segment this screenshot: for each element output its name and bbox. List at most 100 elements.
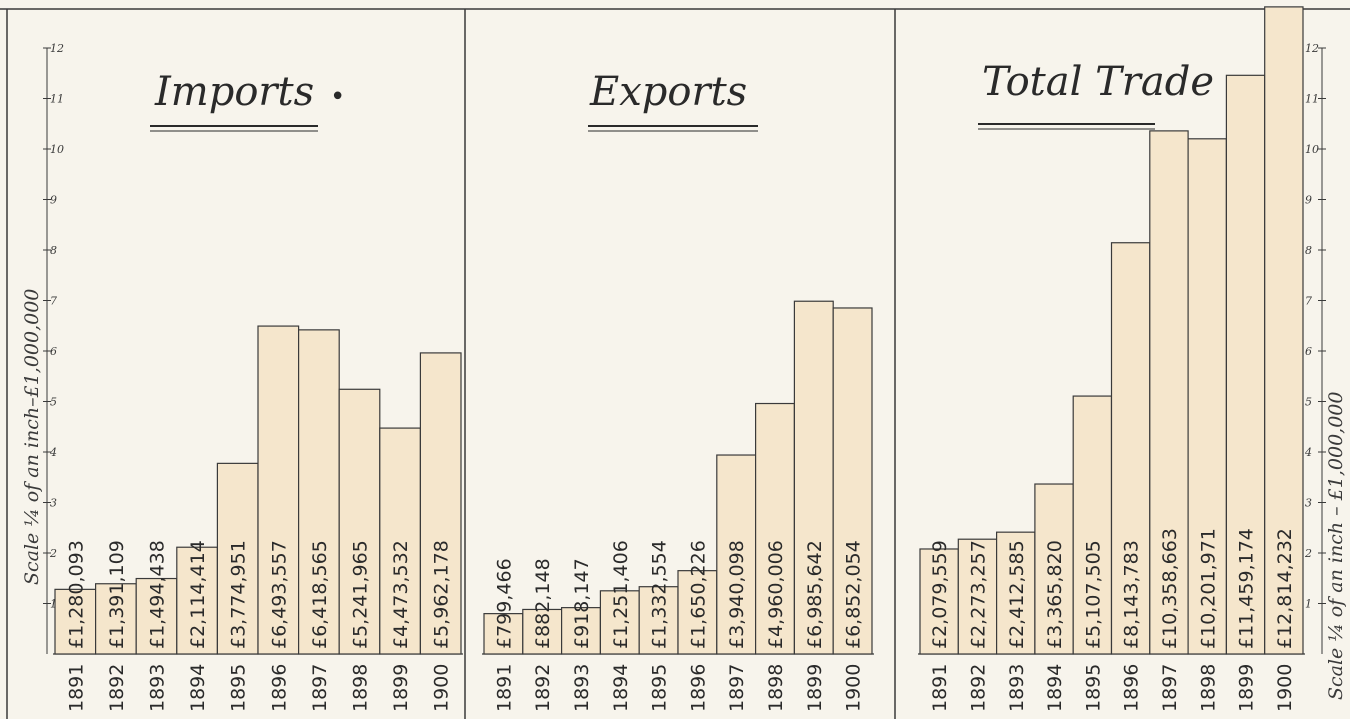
imports-y-tick-label-7: 7	[50, 295, 57, 308]
exports-year-label-1899: 1899	[804, 664, 826, 712]
imports-year-label-1892: 1892	[106, 664, 128, 712]
imports-y-tick-label-9: 9	[50, 194, 57, 207]
imports-bar-1895	[216, 462, 259, 655]
imports-y-tick-label-2: 2	[49, 547, 57, 560]
imports-year-label-1897: 1897	[309, 664, 331, 712]
total-trade-y-tick-label-1: 1	[1305, 598, 1312, 611]
exports-value-label-1897: £3,940,098	[726, 540, 748, 649]
total-trade-y-tick-label-9: 9	[1305, 194, 1312, 207]
exports-bar-1898	[754, 402, 795, 655]
exports-value-label-1896: £1,650,226	[687, 540, 709, 649]
total-trade-value-label-1891: £2,079,559	[929, 540, 951, 649]
total-trade-year-label-1893: 1893	[1006, 664, 1028, 712]
total-trade-y-tick-label-10: 10	[1305, 143, 1319, 156]
imports-bar-1898	[338, 388, 381, 655]
total-trade-y-tick-label-11: 11	[1305, 93, 1319, 106]
exports-bar-1896	[677, 570, 718, 655]
total-trade-bar-1891	[919, 548, 959, 655]
exports-title: Exports	[589, 69, 747, 115]
total-trade-year-label-1897: 1897	[1159, 664, 1181, 712]
total-trade-value-label-1899: £11,459,174	[1236, 528, 1258, 649]
imports-chart: £1,280,093 1891 £1,391,109 1892 £1,494,438 18…	[53, 325, 463, 712]
imports-year-label-1891: 1891	[65, 664, 87, 712]
imports-y-tick-label-8: 8	[50, 244, 57, 257]
exports-bar-1897	[716, 454, 757, 655]
imports-title-group: Imports •	[150, 69, 345, 132]
total-trade-y-tick-label-12: 12	[1305, 42, 1319, 55]
imports-y-tick-label-5: 5	[50, 396, 57, 409]
total-trade-y-tick-label-4: 4	[1304, 446, 1312, 459]
imports-year-label-1898: 1898	[350, 664, 372, 712]
exports-value-label-1899: £6,985,642	[804, 540, 826, 649]
total-trade-bar-1894	[1034, 483, 1074, 655]
exports-bar-1891	[483, 613, 524, 655]
total-trade-value-label-1895: £5,107,505	[1082, 540, 1104, 649]
total-trade-bar-1899	[1225, 74, 1266, 655]
total-trade-value-label-1894: £3,365,820	[1044, 540, 1066, 649]
imports-bar-1894	[176, 546, 219, 655]
total-trade-title: Total Trade	[982, 59, 1214, 105]
exports-year-label-1893: 1893	[571, 664, 593, 712]
imports-value-label-1893: £1,494,438	[147, 540, 169, 649]
exports-bar-1895	[638, 586, 679, 655]
total-trade-value-label-1897: £10,358,663	[1159, 528, 1181, 649]
imports-y-tick-label-3: 3	[50, 497, 57, 510]
total-trade-value-label-1893: £2,412,585	[1006, 540, 1028, 649]
imports-year-label-1894: 1894	[187, 664, 209, 712]
imports-bar-1897	[298, 329, 340, 655]
exports-value-label-1892: £882,148	[532, 558, 554, 649]
exports-year-label-1900: 1900	[843, 664, 865, 712]
imports-title-dot: •	[330, 82, 345, 112]
imports-bar-1900	[419, 352, 462, 655]
imports-value-label-1895: £3,774,951	[228, 540, 250, 649]
total-trade-bar-1900	[1264, 6, 1304, 655]
total-trade-year-label-1892: 1892	[967, 664, 989, 712]
imports-year-label-1896: 1896	[268, 664, 290, 712]
imports-value-label-1900: £5,962,178	[431, 540, 453, 649]
imports-y-tick-label-10: 10	[50, 143, 64, 156]
imports-value-label-1898: £5,241,965	[350, 540, 372, 649]
exports-value-label-1898: £4,960,006	[765, 540, 787, 649]
imports-bar-1896	[257, 325, 300, 655]
total-trade-y-tick-label-2: 2	[1304, 547, 1312, 560]
total-trade-year-label-1896: 1896	[1121, 664, 1143, 712]
imports-bar-1899	[379, 427, 421, 655]
exports-value-label-1900: £6,852,054	[843, 540, 865, 649]
exports-year-label-1894: 1894	[610, 664, 632, 712]
total-trade-year-label-1900: 1900	[1274, 664, 1296, 712]
total-trade-value-label-1900: £12,814,232	[1274, 528, 1296, 649]
exports-title-group: Exports	[588, 69, 758, 132]
total-trade-y-tick-label-3: 3	[1305, 497, 1312, 510]
exports-value-label-1894: £1,251,406	[610, 540, 632, 649]
total-trade-scale-caption: Scale ¼ of an inch – £1,000,000	[1325, 392, 1347, 700]
total-trade-value-label-1896: £8,143,783	[1121, 540, 1143, 649]
exports-bar-1899	[793, 300, 834, 655]
total-trade-year-label-1898: 1898	[1197, 664, 1219, 712]
imports-year-label-1900: 1900	[431, 664, 453, 712]
exports-year-label-1891: 1891	[493, 664, 515, 712]
total-trade-y-tick-label-6: 6	[1305, 345, 1312, 358]
imports-value-label-1892: £1,391,109	[106, 540, 128, 649]
total-trade-bar-1895	[1072, 395, 1113, 655]
total-trade-year-label-1895: 1895	[1082, 664, 1104, 712]
panel-frame	[0, 8, 1350, 719]
imports-scale-caption: Scale ¼ of an inch–£1,000,000	[21, 289, 43, 585]
imports-year-label-1899: 1899	[390, 664, 412, 712]
total-trade-year-label-1899: 1899	[1236, 664, 1258, 712]
exports-value-label-1895: £1,332,554	[649, 540, 671, 649]
imports-title: Imports	[154, 69, 314, 115]
imports-value-label-1897: £6,418,565	[309, 540, 331, 649]
imports-y-tick-label-11: 11	[50, 93, 64, 106]
exports-bar-1892	[522, 608, 563, 655]
total-trade-year-label-1891: 1891	[929, 664, 951, 712]
exports-value-label-1891: £799,466	[493, 558, 515, 649]
exports-bar-1900	[832, 307, 873, 655]
imports-bar-1892	[94, 583, 137, 655]
exports-year-label-1896: 1896	[687, 664, 709, 712]
exports-value-label-1893: £918,147	[571, 558, 593, 649]
imports-y-tick-label-6: 6	[50, 345, 57, 358]
exports-bar-1893	[560, 607, 601, 655]
